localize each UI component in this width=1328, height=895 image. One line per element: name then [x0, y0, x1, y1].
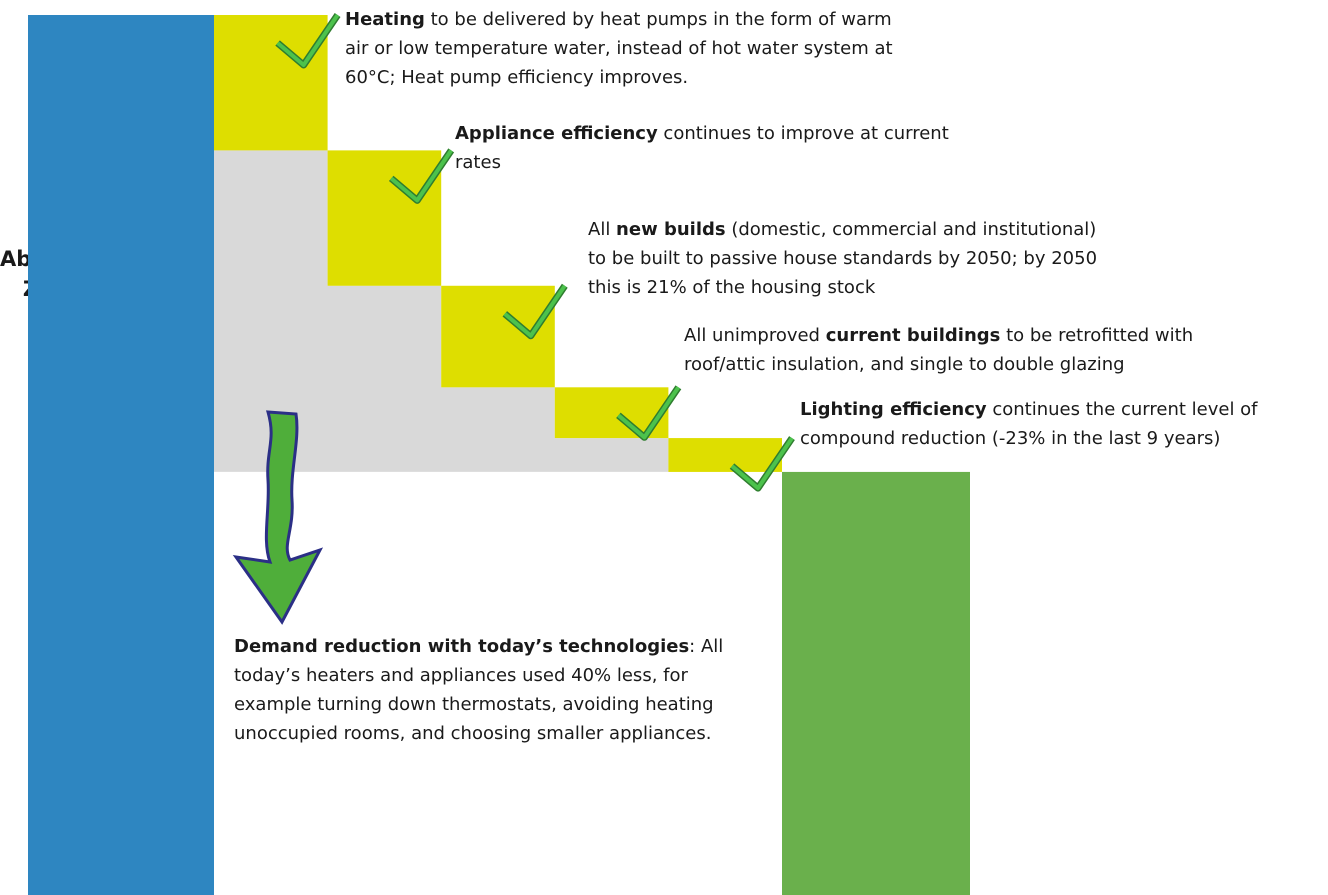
- note-text: : All today’s heaters and appliances use…: [234, 636, 724, 744]
- checkmark: [617, 386, 681, 440]
- note-text: new builds: [616, 219, 726, 240]
- note: All unimproved current buildings to be r…: [684, 321, 1254, 379]
- note-text: All: [588, 219, 617, 240]
- step-bar: [327, 150, 442, 286]
- end-bar: [782, 471, 970, 895]
- note: Lighting efficiency continues the curren…: [800, 395, 1310, 453]
- step-bar: [668, 438, 782, 472]
- step-bar: [441, 285, 555, 388]
- note-text: continues to improve at current rates: [455, 123, 949, 173]
- note-text: Appliance efficiency: [455, 123, 658, 144]
- step-bar: [214, 15, 328, 151]
- arrow: [232, 410, 324, 625]
- note: Demand reduction with today’s technologi…: [234, 632, 744, 748]
- note-text: continues the current level of compound …: [800, 399, 1258, 449]
- note-text: to be delivered by heat pumps in the for…: [345, 9, 893, 88]
- note-text: current buildings: [825, 325, 1001, 346]
- note-text: Lighting efficiency: [800, 399, 987, 420]
- note-text: All unimproved: [684, 325, 826, 346]
- note-text: Heating: [345, 9, 425, 30]
- note: All new builds (domestic, commercial and…: [588, 215, 1113, 302]
- start-bar: [28, 15, 214, 895]
- checkmark: [276, 13, 340, 67]
- note-text: Demand reduction with today’s technologi…: [234, 636, 690, 657]
- note: Appliance efficiency continues to improv…: [455, 119, 995, 177]
- checkmark: [503, 284, 567, 338]
- checkmark: [389, 149, 453, 203]
- note-text: (domestic, commercial and institutional)…: [588, 219, 1098, 298]
- checkmark: [730, 436, 794, 491]
- note: Heating to be delivered by heat pumps in…: [345, 5, 905, 92]
- note-text: to be retrofitted with roof/attic insula…: [684, 325, 1194, 375]
